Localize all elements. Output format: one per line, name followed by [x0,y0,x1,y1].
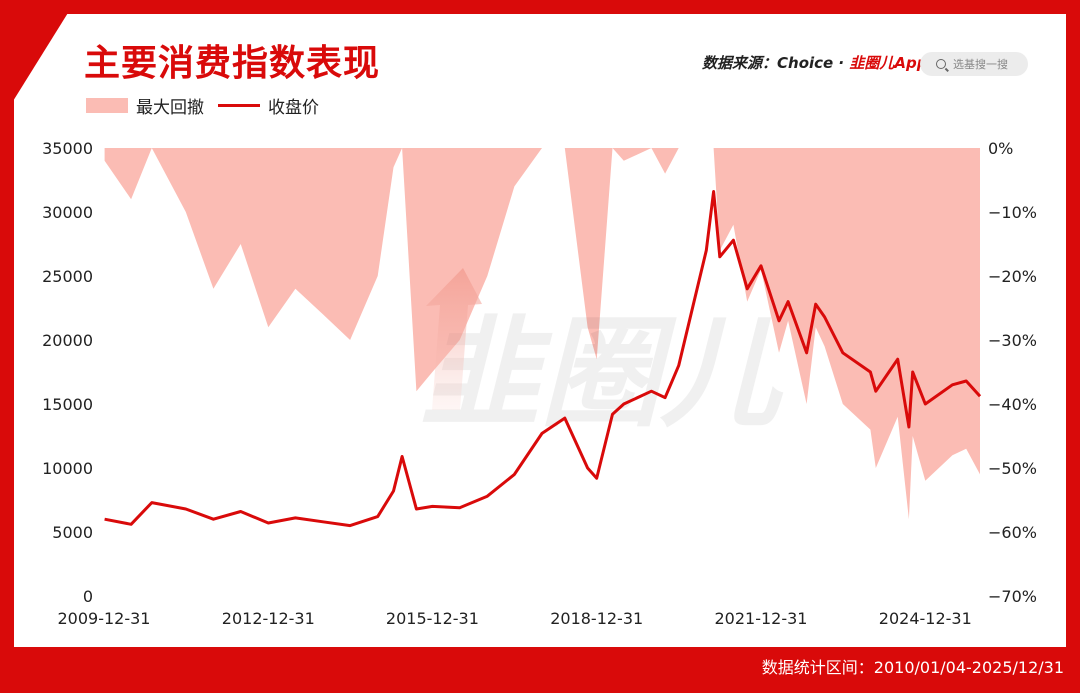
x-tick-label: 2012-12-31 [222,609,315,628]
y-left-tick-label: 30000 [42,203,93,222]
y-left-tick-label: 10000 [42,459,93,478]
drawdown-area [104,148,981,520]
legend-swatch-close [218,103,260,107]
legend-label-drawdown: 最大回撤 [136,97,204,118]
watermark: 韭圈儿 [420,268,784,444]
y-left-tick-label: 25000 [42,267,93,286]
chart-legend: 最大回撤 收盘价 [86,94,319,118]
x-tick-label: 2021-12-31 [715,609,808,628]
legend-label-close: 收盘价 [268,97,319,118]
legend-swatch-drawdown [86,97,128,113]
page-title: 主要消费指数表现 [84,43,381,84]
x-tick-label: 2024-12-31 [879,609,972,628]
y-right-tick-label: 0% [988,139,1013,158]
y-left-tick-label: 5000 [52,523,93,542]
brand-logo-text: 韭圈儿App [849,54,928,72]
search-placeholder: 选基搜一搜 [953,58,1008,71]
y-left-tick-label: 15000 [42,395,93,414]
footer-range: 数据统计区间：2010/01/04-2025/12/31 [761,658,1064,677]
source-label: 数据来源：Choice · [702,54,850,72]
close-price-line [104,190,982,528]
x-tick-label: 2018-12-31 [550,609,643,628]
search-box[interactable]: 选基搜一搜 [920,52,1028,76]
search-icon [936,59,946,69]
x-tick-label: 2009-12-31 [58,609,151,628]
y-right-tick-label: −30% [988,331,1037,350]
y-left-tick-label: 35000 [42,139,93,158]
data-source: 数据来源：Choice · 韭圈儿App [702,52,927,73]
y-right-tick-label: −10% [988,203,1037,222]
svg-text:韭圈儿: 韭圈儿 [420,305,784,444]
y-right-tick-label: −50% [988,459,1037,478]
y-right-tick-label: −60% [988,523,1037,542]
y-right-tick-label: −20% [988,267,1037,286]
watermark-arrow [426,268,482,410]
y-right-tick-label: −40% [988,395,1037,414]
x-tick-label: 2015-12-31 [386,609,479,628]
y-left-tick-label: 20000 [42,331,93,350]
y-left-tick-label: 0 [83,587,93,606]
corner-accent [0,0,76,122]
y-right-tick-label: −70% [988,587,1037,606]
